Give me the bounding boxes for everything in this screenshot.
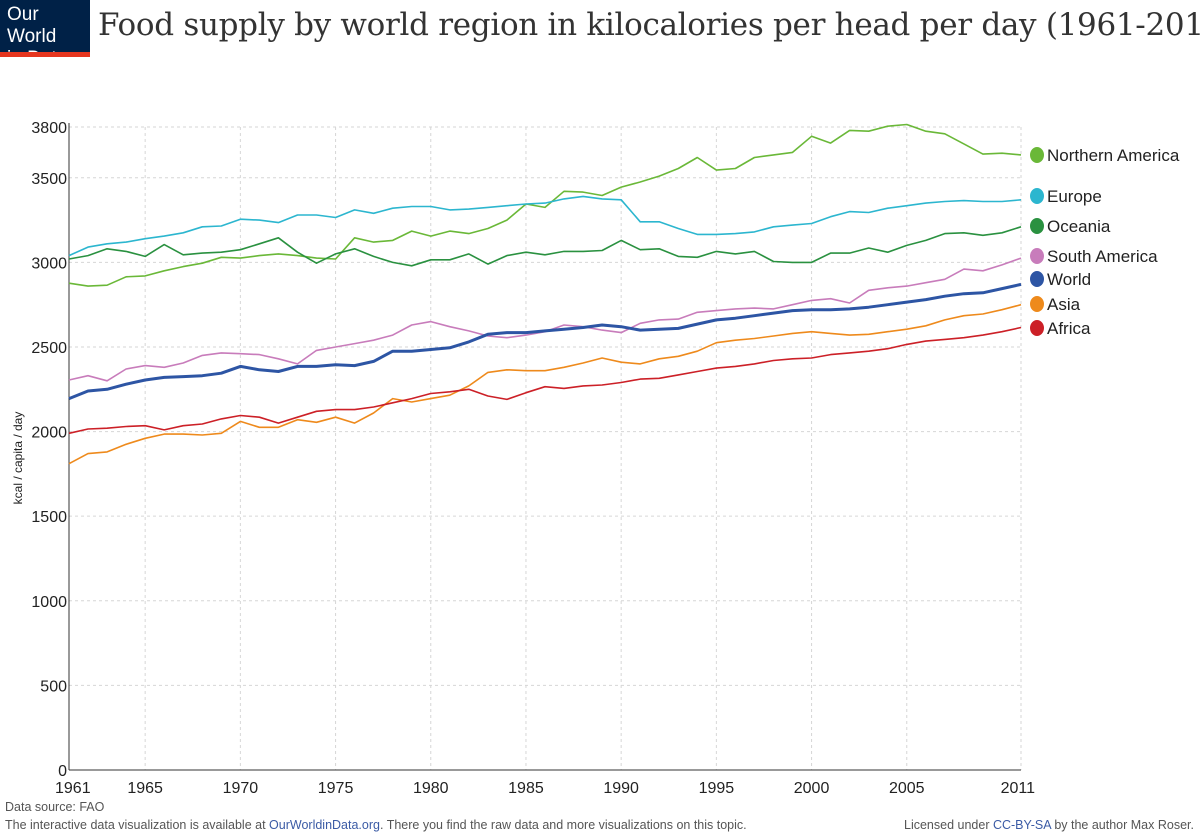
legend-label-world: World	[1047, 270, 1091, 289]
legend-label-europe: Europe	[1047, 187, 1102, 206]
legend-label-asia: Asia	[1047, 295, 1081, 314]
legend: Northern America Europe Oceania South Ameri…	[1030, 146, 1180, 338]
legend-marker-europe	[1030, 188, 1044, 204]
owid-link[interactable]: OurWorldinData.org	[269, 818, 380, 832]
y-tick-label: 3000	[31, 255, 67, 272]
x-tick-label: 2011	[1001, 780, 1036, 797]
axes: 0 500 1000 1500 2000 2500 3000 3500 3800 1961 1965…	[11, 120, 1035, 797]
legend-marker-asia	[1030, 296, 1044, 312]
series-line-europe	[68, 195, 1022, 257]
legend-marker-world	[1030, 271, 1044, 287]
series-line-asia	[68, 303, 1022, 465]
logo-accent-bar	[0, 52, 90, 57]
x-tick-label: 1970	[223, 780, 259, 797]
y-tick-label: 3800	[31, 120, 67, 137]
x-tick-label: 1990	[603, 780, 639, 797]
owid-logo: Our World in Data	[0, 0, 90, 69]
x-tick-label: 1965	[127, 780, 163, 797]
license-note: Licensed under CC-BY-SA by the author Ma…	[904, 818, 1194, 832]
y-tick-label: 0	[58, 763, 67, 780]
legend-marker-northern-america	[1030, 147, 1044, 163]
x-tick-label: 1985	[508, 780, 544, 797]
availability-prefix: The interactive data visualization is av…	[5, 818, 270, 832]
grid-lines	[69, 126, 1022, 770]
logo-line-1: Our World	[7, 4, 57, 47]
series-line-south-america	[68, 257, 1022, 382]
legend-label-oceania: Oceania	[1047, 217, 1111, 236]
series-line-oceania	[68, 226, 1022, 267]
x-tick-label: 1980	[413, 780, 449, 797]
license-prefix: Licensed under	[904, 818, 993, 832]
x-tick-label: 1995	[699, 780, 735, 797]
data-source: Data source: FAO	[5, 800, 105, 814]
series-lines	[68, 123, 1022, 465]
y-tick-label: 500	[40, 678, 67, 695]
availability-suffix: . There you find the raw data and more v…	[379, 818, 747, 832]
y-tick-label: 2500	[31, 340, 67, 357]
x-tick-label: 1975	[318, 780, 354, 797]
y-tick-label: 1000	[31, 594, 67, 611]
legend-marker-south-america	[1030, 248, 1044, 264]
series-line-africa	[68, 326, 1022, 435]
legend-label-africa: Africa	[1047, 319, 1091, 338]
legend-marker-oceania	[1030, 218, 1044, 234]
license-link[interactable]: CC-BY-SA	[992, 818, 1051, 832]
x-tick-label: 2005	[889, 780, 925, 797]
series-line-northern-america	[68, 123, 1022, 287]
availability-note: The interactive data visualization is av…	[5, 818, 747, 832]
x-tick-label: 2000	[794, 780, 830, 797]
chart-title: Food supply by world region in kilocalor…	[98, 7, 1200, 43]
legend-label-south-america: South America	[1047, 247, 1158, 266]
series-line-world	[68, 282, 1022, 400]
x-tick-label: 1961	[55, 780, 91, 797]
y-tick-label: 1500	[31, 509, 67, 526]
legend-label-northern-america: Northern America	[1047, 146, 1180, 165]
y-axis-label: kcal / capita / day	[11, 412, 25, 505]
y-tick-label: 2000	[31, 425, 67, 442]
y-tick-label: 3500	[31, 171, 67, 188]
legend-marker-africa	[1030, 320, 1044, 336]
license-suffix: by the author Max Roser.	[1050, 818, 1194, 832]
